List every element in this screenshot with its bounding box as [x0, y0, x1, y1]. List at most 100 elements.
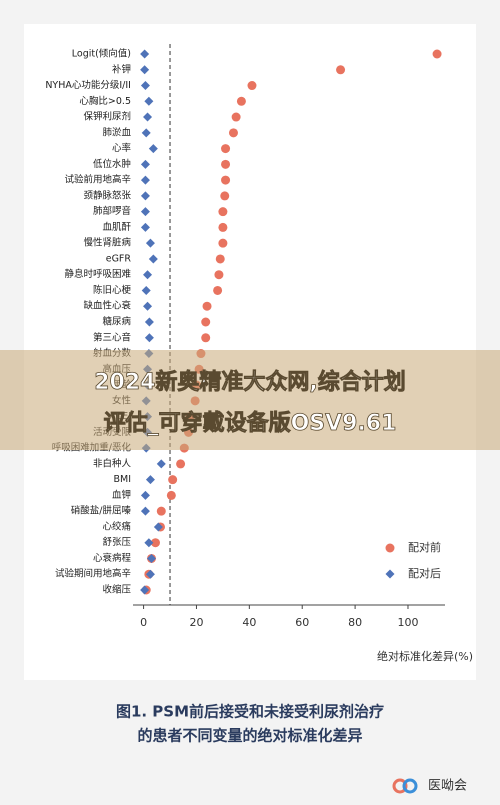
logo-icon	[402, 778, 418, 794]
point	[176, 459, 186, 469]
brand-name: 医呦会	[428, 779, 467, 794]
y-tick-label: 糖尿病	[102, 316, 131, 328]
overlay-band	[0, 350, 500, 450]
logo-icon	[392, 778, 408, 794]
point	[143, 301, 153, 311]
y-tick-label: 收缩压	[102, 584, 131, 596]
point	[141, 128, 151, 138]
y-tick-label: 血钾	[112, 489, 131, 501]
point	[140, 191, 150, 201]
point	[218, 238, 228, 248]
point	[143, 112, 153, 122]
y-tick-label: 补钾	[112, 63, 131, 75]
point	[156, 506, 166, 516]
y-tick-label: 试验期间用地高辛	[55, 568, 131, 580]
point	[231, 112, 241, 122]
y-tick-label: 试验前用地高辛	[64, 174, 131, 186]
point	[220, 191, 230, 201]
point	[140, 222, 150, 232]
point	[166, 490, 176, 500]
point	[218, 207, 228, 217]
x-tick-label: 60	[295, 616, 309, 629]
point	[385, 543, 395, 553]
point	[218, 222, 228, 232]
y-tick-label: 缺血性心衰	[83, 300, 131, 312]
y-tick-label: 心率	[112, 142, 132, 154]
point	[148, 144, 158, 154]
point	[221, 144, 231, 154]
y-tick-label: 陈旧心梗	[93, 284, 132, 296]
point	[140, 490, 150, 500]
legend-label: 配对前	[408, 540, 441, 554]
y-tick-label: 舒张压	[102, 536, 131, 548]
y-tick-label: 保钾利尿剂	[83, 111, 131, 123]
point	[140, 585, 150, 595]
point	[140, 207, 150, 217]
point	[168, 475, 178, 485]
y-tick-label: 颈静脉怒张	[83, 189, 131, 201]
y-tick-label: 肺部啰音	[93, 205, 131, 217]
point	[140, 159, 150, 169]
point	[141, 285, 151, 295]
x-tick-label: 20	[189, 616, 203, 629]
point	[140, 175, 150, 185]
point	[140, 81, 150, 91]
point	[140, 65, 150, 75]
x-tick-label: 0	[140, 616, 147, 629]
point	[221, 159, 231, 169]
point	[202, 301, 212, 311]
y-tick-label: 血肌酐	[102, 221, 131, 233]
y-tick-label: 硝酸盐/肼屈嗪	[71, 505, 132, 517]
point	[221, 175, 231, 185]
point	[145, 569, 155, 579]
point	[432, 49, 442, 59]
point	[247, 81, 257, 91]
point	[147, 553, 157, 563]
overlay-text: 评估_可穿戴设备版OSV9.61	[104, 410, 397, 436]
x-tick-label: 40	[242, 616, 256, 629]
point	[228, 128, 238, 138]
caption-line: 的患者不同变量的绝对标准化差异	[137, 727, 362, 745]
point	[144, 333, 154, 343]
point	[214, 270, 224, 280]
point	[213, 285, 223, 295]
x-tick-label: 80	[348, 616, 362, 629]
point	[201, 333, 211, 343]
point	[143, 270, 153, 280]
y-tick-label: 低位水肿	[93, 158, 131, 170]
y-tick-label: BMI	[113, 474, 131, 485]
point	[144, 538, 154, 548]
point	[150, 538, 160, 548]
point	[144, 96, 154, 106]
y-tick-label: 非白种人	[93, 457, 132, 469]
point	[153, 522, 163, 532]
point	[156, 459, 166, 469]
point	[236, 96, 246, 106]
y-tick-label: 慢性肾脏病	[83, 237, 131, 249]
y-tick-label: 第三心音	[93, 331, 131, 343]
legend-label: 配对后	[408, 566, 441, 580]
x-tick-label: 100	[397, 616, 418, 629]
y-tick-label: 静息时呼吸困难	[64, 268, 131, 280]
point	[215, 254, 225, 264]
brand-logo: 医呦会	[392, 778, 467, 794]
y-tick-label: eGFR	[106, 253, 132, 264]
y-tick-label: 心胸比>0.5	[79, 95, 131, 107]
point	[148, 254, 158, 264]
point	[140, 506, 150, 516]
overlay-text: 2024新奥精准大众网,综合计划	[94, 369, 406, 395]
point	[201, 317, 211, 327]
point	[145, 475, 155, 485]
y-tick-label: 心绞痛	[102, 520, 131, 532]
point	[336, 65, 346, 75]
x-axis-label: 绝对标准化差异(%)	[377, 649, 473, 663]
y-tick-label: NYHA心功能分级I/II	[45, 79, 131, 91]
y-tick-label: 肺淤血	[102, 126, 131, 138]
caption-line: 图1. PSM前后接受和未接受利尿剂治疗	[116, 703, 384, 721]
point	[145, 238, 155, 248]
point	[385, 569, 395, 579]
y-tick-label: Logit(倾向值)	[72, 48, 131, 60]
point	[144, 317, 154, 327]
